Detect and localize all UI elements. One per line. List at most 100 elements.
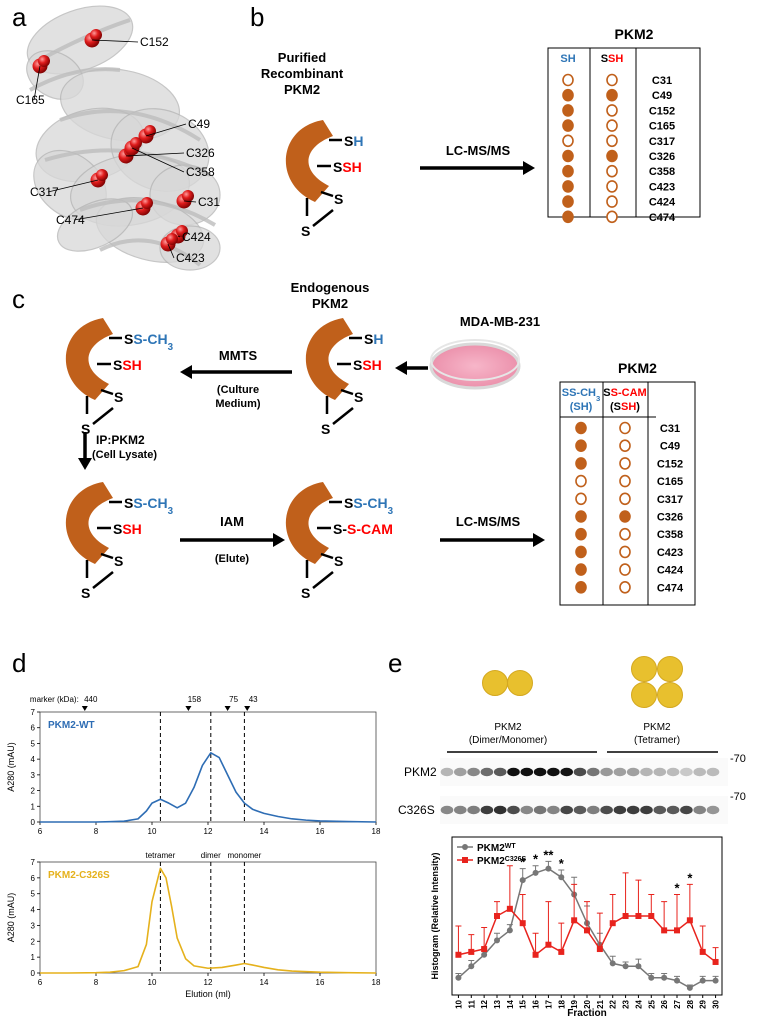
blot-band bbox=[467, 805, 480, 815]
blot-band bbox=[467, 767, 480, 777]
protein-glyph bbox=[285, 482, 333, 564]
bond-line bbox=[320, 190, 334, 198]
data-point bbox=[699, 977, 706, 984]
cysteine-state bbox=[619, 545, 631, 559]
blot-band bbox=[626, 805, 640, 815]
significance-mark: * bbox=[559, 856, 565, 871]
marker-label: 440 bbox=[84, 695, 98, 704]
leader-line bbox=[33, 65, 41, 101]
label-part: S bbox=[333, 159, 342, 175]
reference-label: tetramer bbox=[146, 851, 176, 860]
blot-band bbox=[693, 767, 706, 777]
marker-label: 43 bbox=[249, 695, 258, 704]
table-header: (SSH) bbox=[610, 401, 640, 413]
blot-band bbox=[587, 767, 600, 777]
group-subtitle: (Tetramer) bbox=[634, 735, 680, 746]
cysteine-sphere bbox=[96, 169, 108, 181]
label-part: S-CH bbox=[133, 331, 167, 347]
leader-line bbox=[47, 179, 99, 193]
arrow-head bbox=[523, 161, 535, 175]
chemical-label: S bbox=[301, 223, 310, 239]
chemical-label: S bbox=[321, 421, 330, 437]
data-point bbox=[584, 927, 590, 934]
y-axis-label: A280 (mAU) bbox=[6, 893, 16, 943]
blot-band bbox=[653, 805, 667, 815]
blot-band bbox=[520, 767, 534, 777]
x-tick-label: 10 bbox=[148, 827, 157, 836]
step-label: MMTS bbox=[219, 348, 258, 363]
error-bar bbox=[674, 893, 680, 931]
y-axis-label: A280 (mAU) bbox=[6, 742, 16, 792]
data-point bbox=[622, 963, 629, 970]
y-tick-label: 2 bbox=[31, 937, 36, 946]
x-tick-label: 10 bbox=[148, 978, 157, 987]
size-marker bbox=[224, 706, 231, 711]
site-label: C358 bbox=[649, 166, 675, 178]
blot-band bbox=[454, 805, 467, 815]
y-tick-label: 1 bbox=[31, 953, 36, 962]
group-subtitle: (Dimer/Monomer) bbox=[469, 735, 547, 746]
error-bar bbox=[635, 879, 642, 916]
cysteine-state bbox=[619, 492, 631, 506]
table-title: PKM2 bbox=[615, 26, 654, 42]
x-tick-label: 21 bbox=[596, 999, 605, 1008]
site-label: C317 bbox=[657, 494, 683, 506]
x-tick-label: 28 bbox=[686, 999, 695, 1008]
label-part: S bbox=[124, 331, 133, 347]
bond-line bbox=[320, 552, 334, 560]
blot-band bbox=[613, 805, 627, 815]
data-point bbox=[635, 963, 642, 970]
site-label: C424 bbox=[649, 197, 676, 209]
chemical-label: S bbox=[114, 389, 123, 405]
site-label: C152 bbox=[649, 105, 675, 117]
legend-label: PKM2C326S bbox=[477, 856, 527, 868]
arrow-label: LC-MS/MS bbox=[446, 143, 511, 158]
chemical-label: S bbox=[114, 553, 123, 569]
data-point bbox=[532, 869, 539, 876]
cysteine-state bbox=[562, 195, 574, 208]
arrow-label: LC-MS/MS bbox=[456, 514, 521, 529]
site-label: C31 bbox=[652, 75, 672, 87]
chemical-label: SH bbox=[344, 133, 363, 149]
panel-label: c bbox=[12, 284, 25, 314]
label-part: S bbox=[562, 387, 569, 399]
label-part: S bbox=[560, 53, 567, 65]
label-part: 3 bbox=[168, 506, 174, 517]
data-point bbox=[545, 941, 552, 948]
y-tick-label: 3 bbox=[31, 921, 36, 930]
label-part: S bbox=[81, 585, 90, 601]
blot-band bbox=[547, 767, 560, 777]
x-tick-label: 14 bbox=[506, 999, 515, 1008]
mw-label: -70 bbox=[730, 753, 746, 765]
arrow-head bbox=[180, 365, 192, 379]
legend-label: PKM2WT bbox=[477, 843, 516, 855]
y-tick-label: 6 bbox=[31, 724, 36, 733]
chemical-label: SS-CH3 bbox=[344, 495, 394, 517]
x-tick-label: 16 bbox=[316, 827, 325, 836]
panel-label: b bbox=[250, 2, 264, 32]
blot-band bbox=[493, 767, 507, 777]
label-part: S bbox=[364, 331, 373, 347]
legend-superscript: WT bbox=[505, 843, 517, 850]
error-bar bbox=[545, 901, 552, 945]
x-tick-label: 20 bbox=[583, 999, 592, 1008]
blot-band bbox=[613, 767, 627, 777]
data-point bbox=[468, 948, 475, 955]
legend-marker bbox=[462, 857, 468, 863]
cysteine-state bbox=[575, 580, 587, 594]
site-label: C165 bbox=[657, 476, 683, 488]
error-bar bbox=[481, 926, 488, 950]
blot-band bbox=[480, 805, 494, 815]
site-label: C165 bbox=[649, 121, 675, 133]
label-part: ) bbox=[636, 401, 640, 413]
cysteine-state bbox=[606, 164, 618, 178]
legend-superscript: C326S bbox=[505, 856, 527, 863]
y-tick-label: 5 bbox=[31, 739, 36, 748]
label-part: SH bbox=[362, 357, 381, 373]
bond-line bbox=[312, 209, 334, 227]
significance-mark: ** bbox=[543, 847, 554, 862]
x-tick-label: 30 bbox=[712, 999, 721, 1008]
site-label: C474 bbox=[657, 582, 684, 594]
data-point bbox=[609, 920, 616, 927]
panel-label: d bbox=[12, 648, 26, 678]
